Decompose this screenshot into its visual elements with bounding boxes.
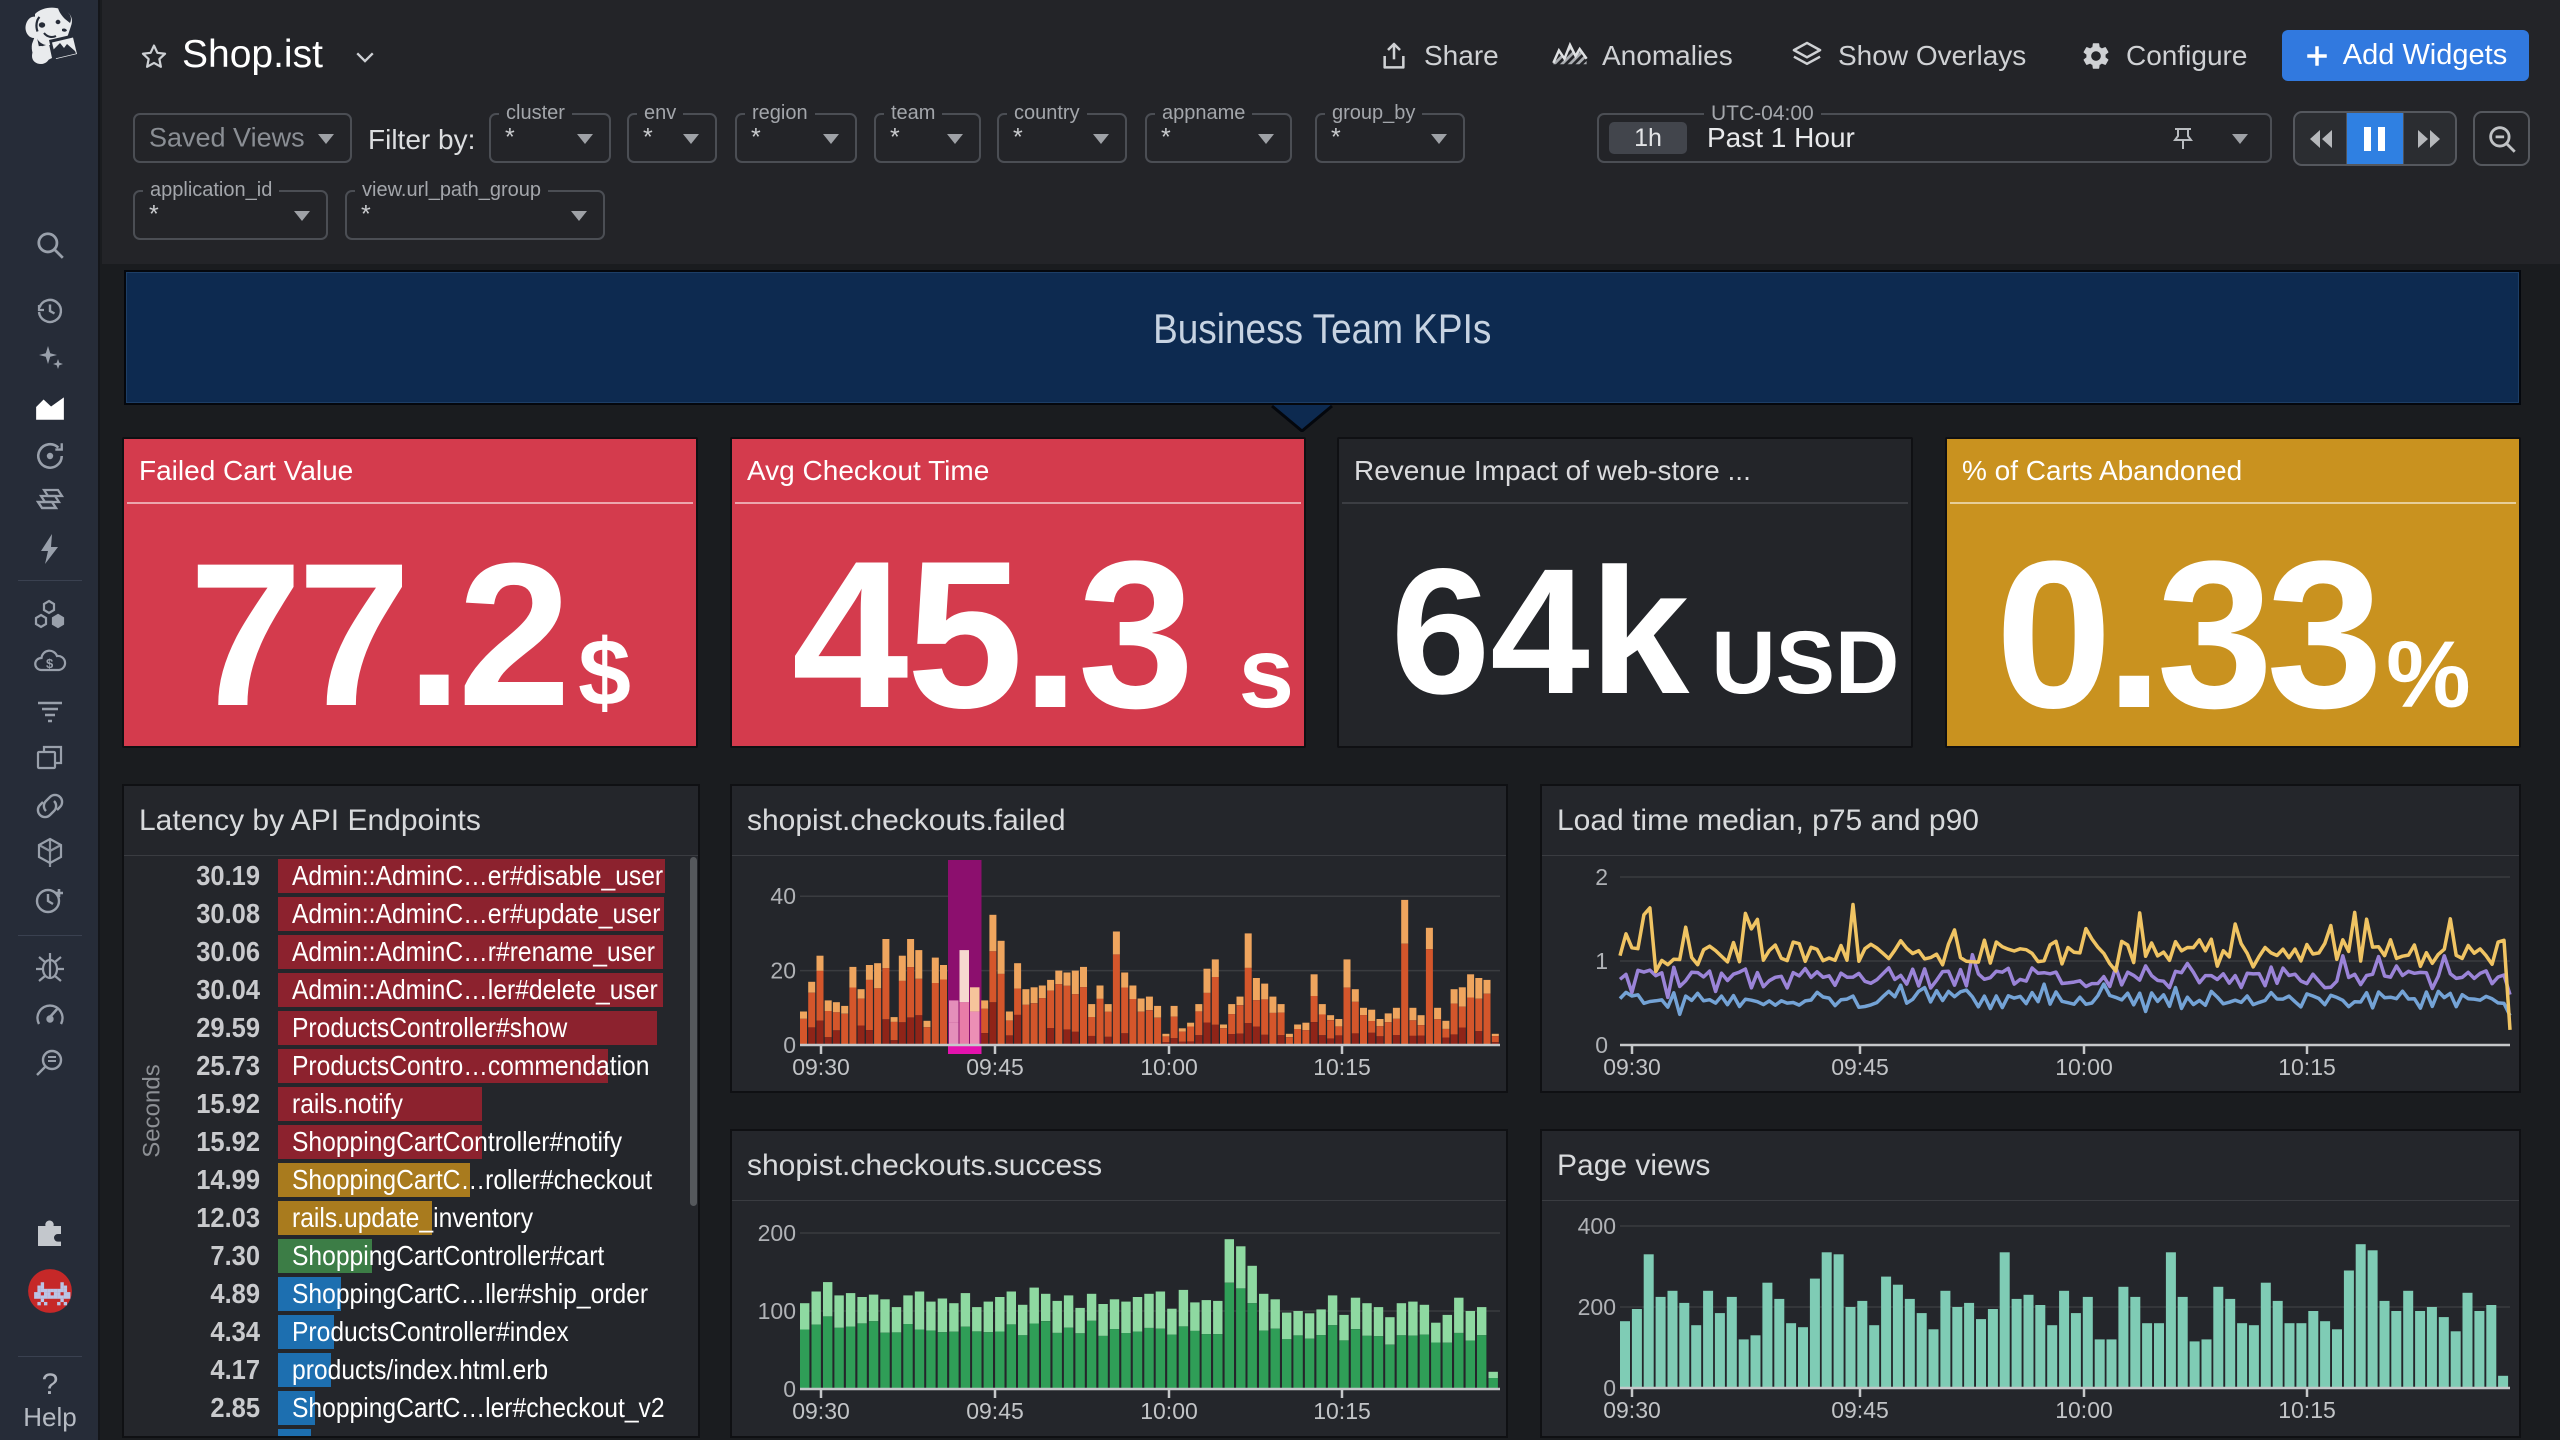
svg-text:200: 200 — [1578, 1294, 1616, 1320]
svg-text:10:15: 10:15 — [2278, 1397, 2336, 1423]
svg-text:40: 40 — [770, 883, 796, 909]
svg-text:20: 20 — [770, 958, 796, 984]
svg-text:09:45: 09:45 — [1831, 1397, 1889, 1423]
svg-text:0: 0 — [1595, 1032, 1608, 1058]
svg-text:09:45: 09:45 — [966, 1054, 1024, 1080]
svg-text:100: 100 — [758, 1298, 796, 1324]
svg-text:10:15: 10:15 — [1313, 1398, 1371, 1424]
svg-text:09:45: 09:45 — [1831, 1054, 1889, 1080]
svg-text:400: 400 — [1578, 1213, 1616, 1239]
svg-text:09:45: 09:45 — [966, 1398, 1024, 1424]
svg-text:2: 2 — [1595, 864, 1608, 890]
svg-text:10:00: 10:00 — [1140, 1398, 1198, 1424]
svg-text:09:30: 09:30 — [792, 1054, 850, 1080]
svg-text:$: $ — [46, 656, 54, 671]
svg-text:09:30: 09:30 — [1603, 1397, 1661, 1423]
svg-text:0: 0 — [783, 1376, 796, 1402]
svg-text:0: 0 — [783, 1032, 796, 1058]
svg-text:1: 1 — [1595, 948, 1608, 974]
svg-text:200: 200 — [758, 1220, 796, 1246]
svg-text:10:15: 10:15 — [1313, 1054, 1371, 1080]
svg-text:09:30: 09:30 — [792, 1398, 850, 1424]
svg-text:0: 0 — [1603, 1375, 1616, 1401]
svg-text:10:00: 10:00 — [1140, 1054, 1198, 1080]
svg-text:10:00: 10:00 — [2055, 1397, 2113, 1423]
svg-text:10:15: 10:15 — [2278, 1054, 2336, 1080]
svg-text:09:30: 09:30 — [1603, 1054, 1661, 1080]
svg-text:10:00: 10:00 — [2055, 1054, 2113, 1080]
